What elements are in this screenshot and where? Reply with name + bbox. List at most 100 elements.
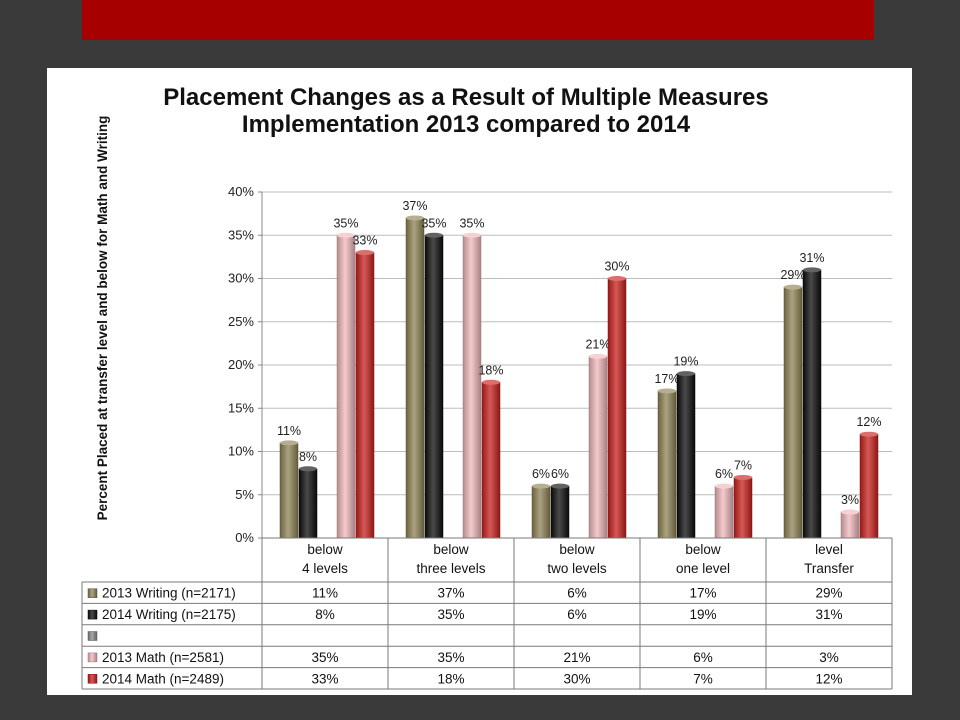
table-cell: 3% [819,650,839,665]
table-cell: 18% [437,671,464,686]
bar-top [337,232,355,238]
chart-title: Placement Changes as a Result of Multipl… [96,84,836,138]
table-cell: 21% [563,650,590,665]
bar-top [551,483,569,489]
table-cell: 8% [315,607,335,622]
data-label: 21% [585,337,610,351]
table-cell: 33% [311,671,338,686]
data-label: 37% [402,199,427,213]
data-label: 35% [459,216,484,230]
bar [462,235,482,539]
data-label: 8% [299,450,317,464]
table-cell: 6% [567,586,587,601]
data-label: 3% [841,493,859,507]
data-label: 29% [780,268,805,282]
data-label: 12% [856,415,881,429]
bar-top [482,379,500,385]
bar-top [356,250,374,256]
y-tick-label: 25% [228,314,254,329]
table-cell: 31% [815,607,842,622]
bar-top [463,232,481,238]
bar-top [299,466,317,472]
bar [405,217,425,539]
legend-key [87,674,98,684]
bar [531,485,551,539]
table-cell: 35% [311,650,338,665]
data-label: 6% [551,467,569,481]
table-cell: 29% [815,586,842,601]
data-label: 18% [478,363,503,377]
y-tick-label: 5% [235,487,254,502]
data-label: 6% [532,467,550,481]
data-label: 11% [277,424,301,438]
bar [588,356,608,539]
data-label: 6% [715,467,733,481]
bar [607,278,627,539]
bar [298,468,318,539]
chart-title-line-1: Placement Changes as a Result of Multipl… [163,84,769,111]
data-label: 31% [799,251,824,265]
bar [550,485,570,539]
y-tick-label: 40% [228,184,254,199]
bar-top [608,276,626,281]
legend-key [87,631,98,641]
bar [355,252,375,539]
category-label: Transfer [804,561,854,576]
bar [657,390,677,539]
table-cell: 30% [563,671,590,686]
legend-label: 2014 Math (n=2489) [102,671,224,686]
category-label: three levels [416,561,485,576]
bar-top [677,371,695,377]
bar [714,485,734,539]
category-label: level [815,542,843,557]
bar-top [803,267,821,273]
legend-label: 2013 Writing (n=2171) [102,586,236,601]
bar [802,269,822,539]
legend-key [87,609,98,620]
data-label: 30% [604,260,629,274]
bar [424,235,444,539]
chart-title-line-2: Implementation 2013 compared to 2014 [241,111,691,138]
y-tick-label: 30% [228,271,254,286]
bar [783,286,803,539]
category-label: below [559,542,595,557]
table-cell: 12% [815,671,842,686]
table-cell: 7% [693,671,713,686]
bar [733,477,753,539]
bar-top [589,353,607,359]
table-cell: 35% [437,607,464,622]
bar-top [658,388,676,394]
bar-top [841,509,859,515]
category-label: 4 levels [302,561,348,576]
bar-top [734,474,752,480]
bar [840,511,860,539]
bar-top [860,431,878,437]
bar [859,433,879,539]
legend-key [87,588,98,598]
data-label: 33% [352,234,377,248]
bar-top [280,440,298,446]
category-label: below [685,542,721,557]
bar-top [406,215,424,221]
category-label: one level [676,561,730,576]
table-cell: 35% [437,650,464,665]
header-bar [82,0,874,40]
table-cell: 17% [689,586,716,601]
y-tick-label: 0% [235,530,254,545]
bar [676,373,696,539]
legend-key [87,652,98,663]
table-cell: 11% [312,586,338,601]
table-cell: 6% [567,607,587,622]
bar-top [425,232,443,238]
category-label: below [433,542,469,557]
bar-top [715,483,733,489]
table-cell: 19% [689,607,716,622]
y-tick-label: 35% [228,227,254,242]
data-label: 19% [673,355,698,369]
bar [336,235,356,539]
y-tick-label: 10% [228,444,254,459]
category-label: two levels [547,561,607,576]
bar [279,442,299,539]
bar-top [784,284,802,290]
